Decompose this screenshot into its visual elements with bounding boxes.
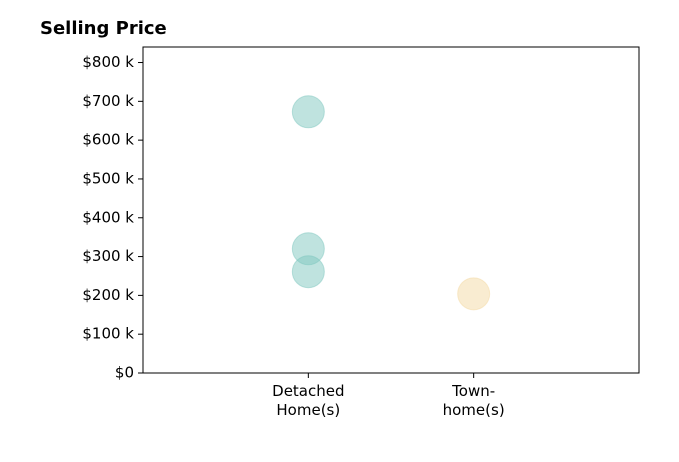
- y-tick-label: $400 k: [82, 208, 134, 226]
- point: [291, 95, 325, 129]
- y-tick-label: $100 k: [82, 325, 134, 343]
- point: [457, 277, 491, 311]
- point: [291, 255, 325, 289]
- y-tick-label: $600 k: [82, 131, 134, 149]
- y-tick-label: $200 k: [82, 286, 134, 304]
- y-tick-label: $700 k: [82, 92, 134, 110]
- x-tick-label: Town- home(s): [442, 382, 505, 419]
- chart-title: Selling Price: [40, 18, 167, 39]
- y-tick-label: $300 k: [82, 247, 134, 265]
- y-tick-label: $800 k: [82, 53, 134, 71]
- y-tick-label: $500 k: [82, 169, 134, 187]
- x-tick-label: Detached Home(s): [272, 382, 345, 419]
- y-tick-label: $0: [115, 364, 134, 382]
- plot-frame: [142, 46, 640, 374]
